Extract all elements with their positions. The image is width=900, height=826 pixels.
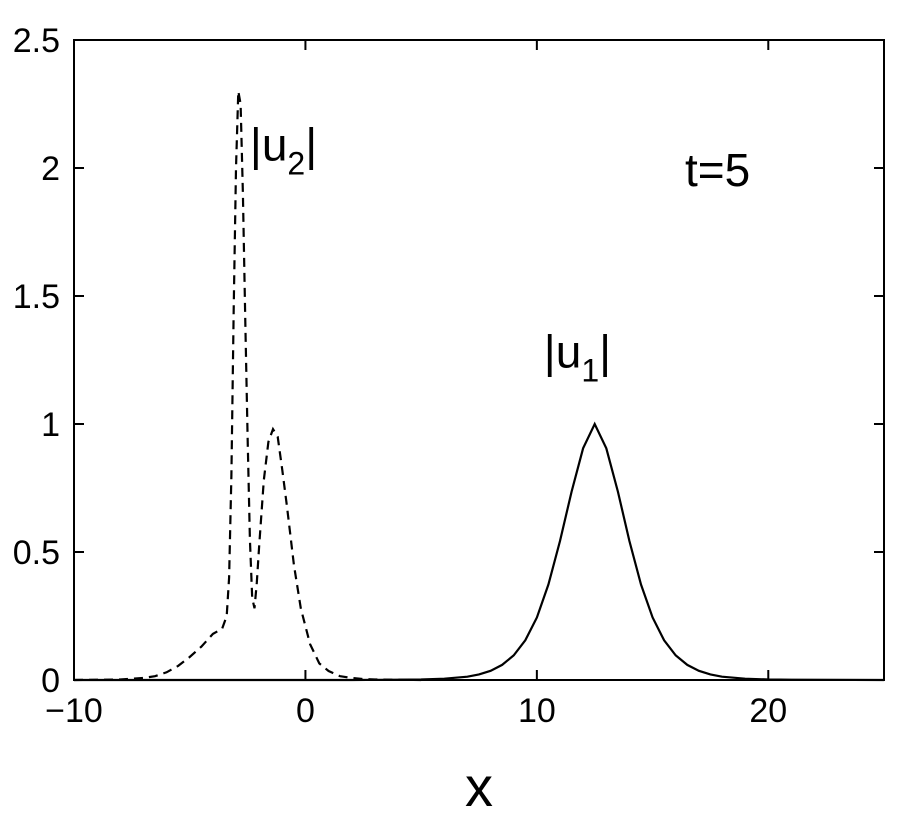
u2-label-left: |u	[250, 118, 288, 170]
u1-label-left: |u	[544, 326, 582, 378]
y-tick-label: 1.5	[13, 278, 60, 316]
u1-label-right: |	[599, 326, 611, 378]
series-layer	[73, 91, 885, 682]
plot-frame	[73, 39, 885, 681]
series-line-u2	[73, 91, 422, 682]
u2-label-right: |	[305, 118, 317, 170]
x-tick-label: 0	[296, 692, 315, 730]
y-tick-label: 0	[41, 662, 60, 700]
series-line-u1	[74, 421, 885, 682]
x-tick-label: 20	[749, 692, 787, 730]
u1-annotation: |u1|	[544, 326, 611, 389]
y-tick-label: 0.5	[13, 534, 60, 572]
u2-annotation: |u2|	[250, 118, 317, 181]
x-axis-label: x	[465, 755, 493, 818]
ticks-layer	[73, 39, 884, 681]
y-tick-label: 1	[41, 406, 60, 444]
u1-label-subscript: 1	[581, 353, 599, 389]
y-tick-label: 2.5	[13, 22, 60, 60]
x-tick-label: −10	[45, 692, 103, 730]
x-tick-label: 10	[518, 692, 556, 730]
u2-label-subscript: 2	[287, 145, 305, 181]
time-annotation: t=5	[685, 144, 750, 196]
y-tick-label: 2	[41, 150, 60, 188]
